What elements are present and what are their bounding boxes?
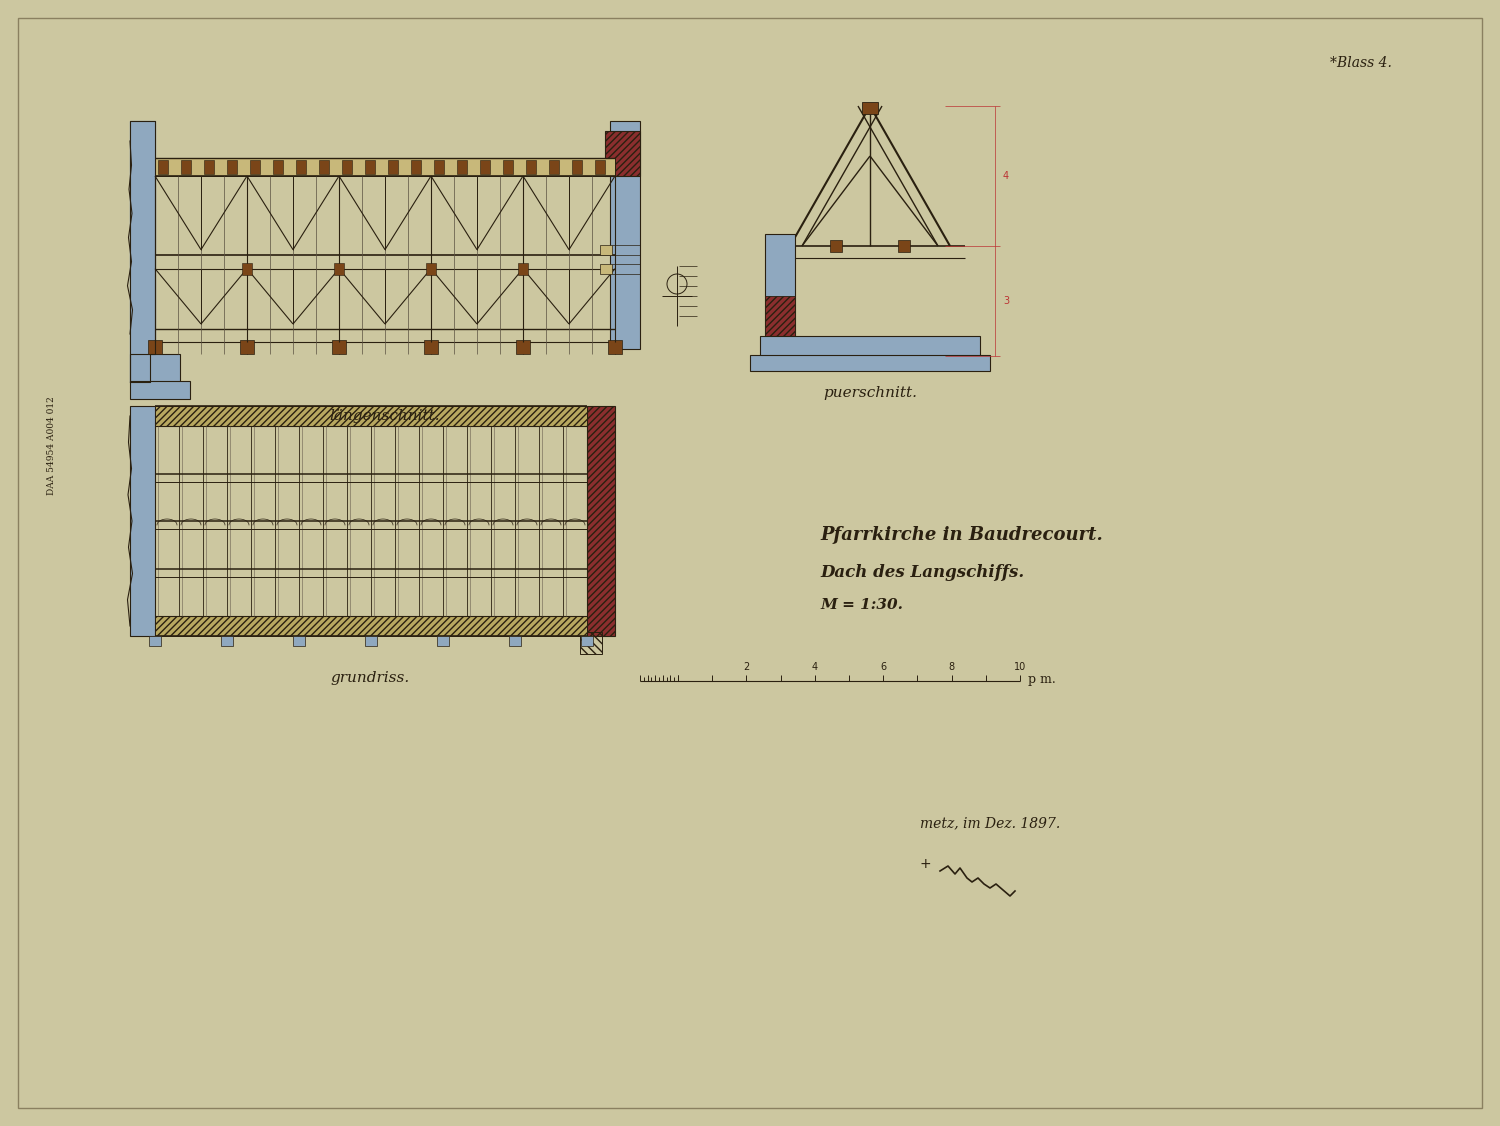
Bar	[526, 160, 536, 175]
Bar	[364, 636, 376, 646]
Bar	[148, 636, 160, 646]
Bar	[549, 160, 560, 175]
Bar	[750, 355, 990, 370]
Bar	[518, 262, 528, 275]
Bar	[433, 160, 444, 175]
Bar	[292, 636, 304, 646]
Bar	[765, 296, 795, 341]
Bar	[240, 340, 254, 354]
Bar	[424, 340, 438, 354]
Text: Pfarrkirche in Baudrecourt.: Pfarrkirche in Baudrecourt.	[821, 526, 1102, 544]
Bar	[226, 160, 237, 175]
Bar	[332, 340, 346, 354]
Text: 6: 6	[880, 662, 886, 672]
Bar	[604, 131, 640, 176]
Bar	[364, 160, 375, 175]
Bar	[586, 406, 615, 636]
Text: 4: 4	[812, 662, 818, 672]
Text: p m.: p m.	[1028, 673, 1056, 687]
Text: +: +	[920, 857, 932, 872]
Bar	[296, 160, 306, 175]
Text: 2: 2	[744, 662, 750, 672]
Bar	[600, 263, 612, 274]
Bar	[204, 160, 214, 175]
Bar	[596, 160, 604, 175]
Bar	[242, 262, 252, 275]
Text: 4: 4	[1004, 171, 1010, 181]
Bar	[154, 406, 586, 426]
Text: puerschnitt.: puerschnitt.	[824, 386, 916, 400]
Polygon shape	[130, 120, 154, 382]
Bar	[509, 636, 520, 646]
Bar	[862, 102, 877, 114]
Bar	[130, 381, 190, 399]
Text: grundriss.: grundriss.	[330, 671, 410, 685]
Text: 10: 10	[1014, 662, 1026, 672]
Bar	[334, 262, 344, 275]
Bar	[765, 234, 795, 356]
Text: längenschnitt.: längenschnitt.	[330, 409, 441, 423]
Bar	[436, 636, 448, 646]
Bar	[580, 632, 602, 654]
Bar	[516, 340, 530, 354]
Text: M = 1:30.: M = 1:30.	[821, 598, 903, 613]
Bar	[148, 340, 162, 354]
Bar	[182, 160, 190, 175]
Bar	[251, 160, 260, 175]
Text: metz, im Dez. 1897.: metz, im Dez. 1897.	[920, 816, 1060, 830]
Bar	[273, 160, 284, 175]
Bar	[830, 240, 842, 252]
Bar	[220, 636, 232, 646]
Bar	[600, 244, 612, 254]
Bar	[388, 160, 398, 175]
Bar	[411, 160, 422, 175]
Bar	[130, 406, 154, 636]
Bar	[760, 336, 980, 356]
Bar	[610, 120, 640, 349]
Bar	[154, 616, 586, 636]
Bar	[572, 160, 582, 175]
Text: Dach des Langschiffs.: Dach des Langschiffs.	[821, 564, 1025, 581]
Text: 8: 8	[948, 662, 954, 672]
Bar	[580, 636, 592, 646]
Bar	[503, 160, 513, 175]
Bar	[426, 262, 436, 275]
Bar	[458, 160, 466, 175]
Bar	[342, 160, 352, 175]
Text: DAA 54954 A004 012: DAA 54954 A004 012	[48, 396, 57, 495]
Bar	[608, 340, 622, 354]
Text: *Blass 4.: *Blass 4.	[1330, 56, 1392, 70]
Bar	[480, 160, 490, 175]
Bar	[158, 160, 168, 175]
Bar	[898, 240, 910, 252]
Bar	[130, 354, 180, 382]
Bar	[154, 158, 615, 176]
Bar	[320, 160, 328, 175]
Text: 3: 3	[1004, 296, 1010, 306]
